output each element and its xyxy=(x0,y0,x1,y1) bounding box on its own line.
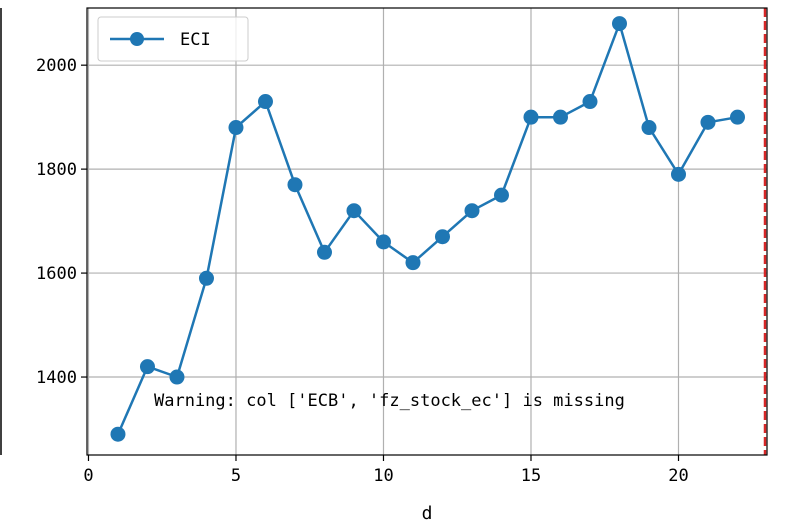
data-point xyxy=(641,120,657,136)
data-point xyxy=(434,229,450,245)
data-point xyxy=(493,187,509,203)
legend-box xyxy=(97,16,249,62)
data-point xyxy=(228,120,244,136)
series-layer xyxy=(110,16,745,442)
data-point xyxy=(257,94,273,110)
y-tick-label: 1400 xyxy=(36,368,77,388)
data-point xyxy=(611,16,627,32)
data-point xyxy=(346,203,362,219)
data-point xyxy=(139,359,155,375)
data-point xyxy=(582,94,598,110)
legend-label: ECI xyxy=(180,30,211,50)
x-tick-label: 20 xyxy=(668,466,688,486)
data-point xyxy=(375,234,391,250)
x-axis-label: d xyxy=(422,503,433,524)
x-tick-label: 0 xyxy=(83,466,93,486)
y-tick-label: 1600 xyxy=(36,264,77,284)
data-point xyxy=(670,166,686,182)
data-point xyxy=(552,109,568,125)
x-tick-label: 5 xyxy=(231,466,241,486)
data-point xyxy=(464,203,480,219)
x-tick-label: 15 xyxy=(521,466,541,486)
data-point xyxy=(198,270,214,286)
data-point xyxy=(316,244,332,260)
x-axis-ticks: 0 5 10 15 20 xyxy=(83,455,689,486)
warning-annotation: Warning: col ['ECB', 'fz_stock_ec'] is m… xyxy=(154,391,625,411)
y-tick-label: 1800 xyxy=(36,160,77,180)
legend-marker-swatch xyxy=(130,32,144,46)
plot-frame xyxy=(86,7,768,456)
legend: ECI xyxy=(97,16,249,62)
data-point xyxy=(523,109,539,125)
x-tick-label: 10 xyxy=(373,466,393,486)
data-point xyxy=(169,369,185,385)
data-point xyxy=(110,426,126,442)
data-point xyxy=(700,114,716,130)
data-point xyxy=(287,177,303,193)
y-axis-ticks: 1400 1600 1800 2000 xyxy=(36,56,87,388)
y-tick-label: 2000 xyxy=(36,56,77,76)
data-point xyxy=(405,255,421,271)
grid xyxy=(87,8,767,455)
data-point xyxy=(729,109,745,125)
series-line-eci xyxy=(116,22,738,435)
